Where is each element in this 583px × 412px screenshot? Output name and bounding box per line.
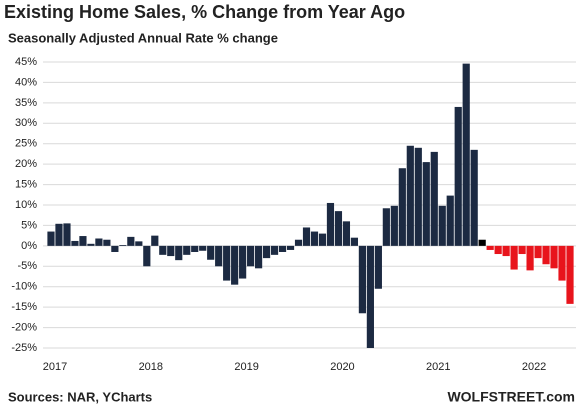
bar [127, 236, 135, 246]
y-tick-label: 0% [21, 240, 37, 252]
watermark: WOLFSTREET.com [447, 389, 575, 405]
bar [199, 245, 207, 251]
bar [47, 231, 55, 246]
bar [175, 245, 183, 261]
bar [159, 245, 167, 255]
x-tick-label: 2019 [234, 361, 258, 373]
bar [494, 245, 502, 255]
bar [406, 145, 414, 246]
bar [231, 245, 239, 285]
bar [167, 245, 175, 257]
bar [438, 205, 446, 246]
x-tick-label: 2020 [330, 361, 354, 373]
bar [87, 243, 95, 246]
bar [470, 149, 478, 246]
bar [286, 245, 295, 250]
y-tick-label: 35% [15, 97, 37, 109]
y-tick-label: -10% [11, 281, 37, 293]
bar [398, 168, 406, 246]
bar [55, 223, 63, 246]
x-tick-label: 2018 [139, 361, 163, 373]
bar [542, 245, 550, 265]
y-tick-label: 10% [15, 199, 37, 211]
bar [414, 147, 422, 246]
y-tick-label: 15% [15, 178, 37, 190]
bar [119, 245, 127, 246]
bar [534, 245, 542, 259]
y-tick-label: -25% [11, 342, 37, 354]
bar [239, 245, 247, 279]
bar [207, 245, 215, 260]
y-tick-label: -15% [11, 301, 37, 313]
bar [302, 227, 311, 246]
bar [366, 245, 374, 348]
bar [350, 237, 359, 246]
chart-title: Existing Home Sales, % Change from Year … [4, 2, 405, 22]
bar [111, 245, 119, 252]
x-tick-label: 2021 [426, 361, 450, 373]
bar [135, 241, 143, 246]
bar [358, 245, 366, 314]
x-tick-label: 2022 [522, 361, 546, 373]
bar [262, 245, 271, 259]
bar [151, 235, 159, 246]
bar [191, 245, 199, 252]
y-tick-label: -20% [11, 321, 37, 333]
bar [71, 240, 79, 246]
bar [310, 231, 319, 246]
bar [518, 245, 526, 255]
bar [183, 245, 191, 255]
source: Sources: NAR, YCharts [8, 389, 152, 404]
y-tick-label: 20% [15, 158, 37, 170]
bar [255, 245, 263, 269]
bar [566, 245, 574, 304]
bar [486, 245, 494, 250]
chart-subtitle: Seasonally Adjusted Annual Rate % change [8, 30, 278, 45]
bar [143, 245, 151, 267]
bar [63, 223, 71, 246]
bar [558, 245, 566, 281]
bar [95, 238, 103, 246]
y-tick-label: 25% [15, 138, 37, 150]
x-tick-label: 2017 [43, 361, 67, 373]
y-tick-label: 45% [15, 56, 37, 68]
bar [374, 245, 382, 289]
bar [318, 233, 327, 246]
bar [79, 236, 87, 246]
bar [502, 245, 510, 257]
bar [446, 195, 454, 246]
bar [326, 202, 335, 246]
y-tick-label: 40% [15, 76, 37, 88]
bar [382, 208, 390, 246]
bar [103, 239, 111, 246]
bar [462, 63, 470, 246]
bar [334, 211, 343, 246]
bar [223, 245, 231, 281]
bar [430, 151, 438, 246]
bar [478, 239, 486, 246]
bar [510, 245, 518, 270]
bar [215, 245, 223, 267]
bar [270, 245, 279, 255]
y-tick-label: 5% [21, 219, 37, 231]
y-tick-label: 30% [15, 117, 37, 129]
bar [342, 221, 351, 246]
y-tick-label: -5% [17, 260, 37, 272]
bar [247, 245, 255, 267]
bar [526, 245, 534, 271]
bar [454, 106, 462, 246]
bar [278, 245, 287, 252]
bar [390, 205, 398, 246]
bar [294, 239, 303, 246]
bar [550, 245, 558, 269]
bar [422, 162, 430, 246]
